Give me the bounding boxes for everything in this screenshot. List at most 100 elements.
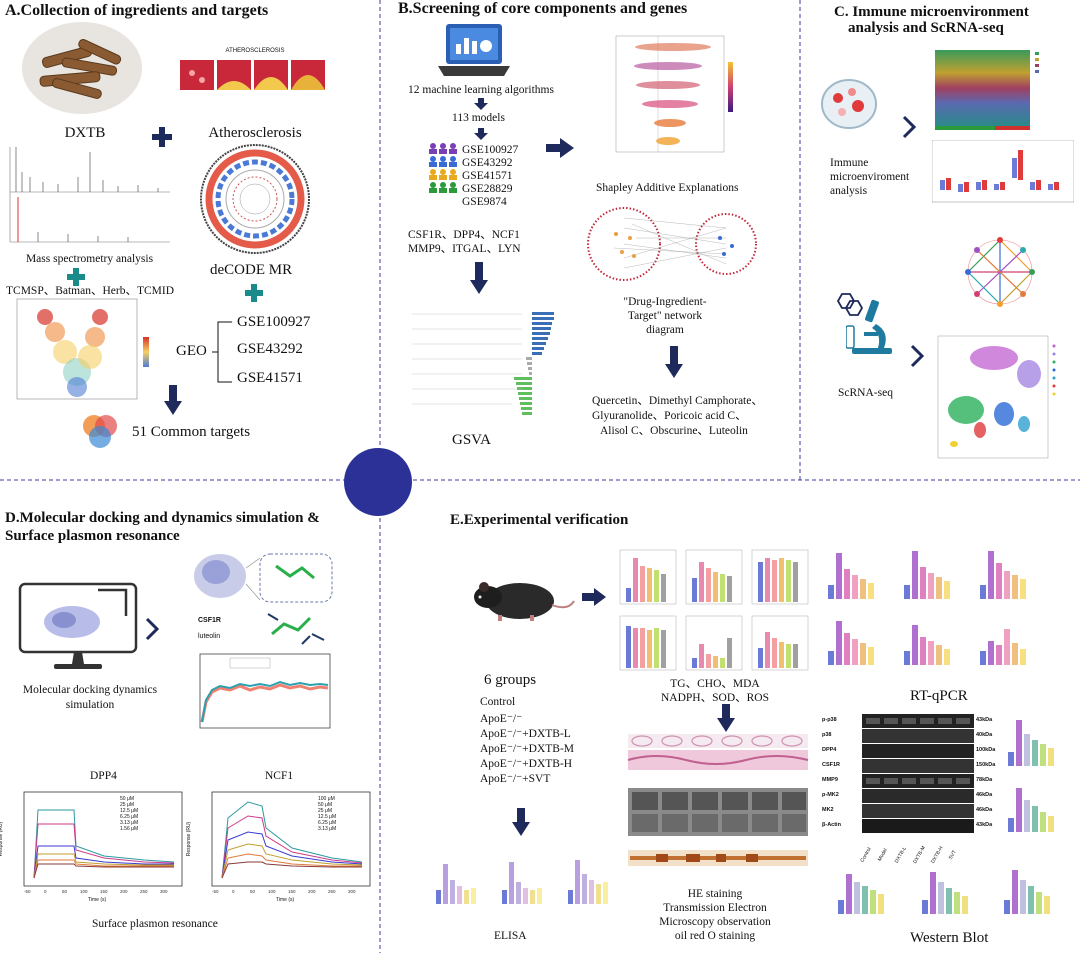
docking-protein-image [194,553,333,603]
groups-title: 6 groups [484,672,537,688]
wb-band-5: p-MK2 [822,792,839,798]
svg-text:250: 250 [328,889,336,894]
luteolin-label: luteolin [198,633,221,640]
biochem-line-2: NADPH、SOD、ROS [661,692,769,704]
network-line-3: diagram [646,324,684,336]
csf1r-label: CSF1R [198,617,221,624]
mass-spec-plot [9,147,170,243]
panel-c-title-2: analysis and ScRNA-seq [848,20,1004,36]
shap-plot [615,35,733,153]
down-arrow-b-left [470,262,488,294]
scrna-label: ScRNA-seq [838,387,893,399]
dpp4-legend-3: 6.25 μM [120,814,139,820]
wb-kda-6: 46kDa [976,807,993,813]
network-line-2: Target" network [627,310,703,322]
panel-d-title-2: Surface plasmon resonance [5,528,180,544]
svg-text:0: 0 [232,889,235,894]
down-arrow-elisa [512,808,530,836]
svg-text:200: 200 [120,889,128,894]
staining-line-2: Transmission Electron [663,902,767,914]
group-6: ApoE⁻/⁻+SVT [480,773,551,785]
svg-text:50: 50 [62,889,68,894]
dxtb-label: DXTB [64,125,106,141]
atherosclerosis-label: Atherosclerosis [208,125,302,141]
ml-algorithms-label: 12 machine learning algorithms [408,84,554,96]
models-label: 113 models [452,112,505,124]
ncf1-legend-2: 25 μM [318,808,332,814]
elisa-bar-charts [436,860,608,904]
svg-text:150: 150 [100,889,108,894]
staining-line-4: oil red O staining [674,930,756,942]
docking-line-1: Molecular docking dynamics [22,684,158,696]
spr-dpp4-plot: -50 0 50 100 150 200 250 300 [23,791,183,894]
genes-line-2: MMP9、ITGAL、LYN [408,243,521,255]
svg-text:200: 200 [308,889,316,894]
staining-line-3: Microscopy observation [659,916,771,928]
wb-kda-4: 78kDa [976,777,993,783]
network-diagram [587,207,757,281]
ncf1-legend-1: 50 μM [318,802,332,808]
panel-e-title: E.Experimental verification [450,512,629,528]
ncf1-label: NCF1 [265,770,294,782]
cell-communication-network [965,237,1035,307]
wb-band-7: β-Actin [822,822,841,828]
dataset-5: GSE9874 [462,196,507,208]
immune-line-1: Immune [830,157,869,169]
svg-text:150: 150 [288,889,296,894]
laptop-icon [438,24,510,76]
ncf1-legend-5: 3.13 μM [318,826,337,832]
center-circle [344,448,412,516]
right-arrow-e [582,588,606,606]
chevron-right-icon-2 [910,344,924,368]
spr-x-label-1: Time (s) [88,897,107,903]
biochem-line-1: TG、CHO、MDA [670,678,760,690]
ncf1-legend-0: 100 μM [318,796,335,802]
geo-set-1: GSE100927 [237,314,311,330]
wb-band-1: p38 [822,732,832,738]
wb-band-4: MMP9 [822,777,838,783]
group-5: ApoE⁻/⁻+DXTB-H [480,758,573,770]
circos-plot [200,144,310,254]
panel-d-title-1: D.Molecular docking and dynamics simulat… [5,510,320,526]
rtqpcr-bar-charts [828,551,1026,665]
wb-kda-1: 40kDa [976,732,993,738]
wb-kda-5: 46kDa [976,792,993,798]
elisa-label: ELISA [494,930,527,942]
md-rmsd-plot [199,653,331,729]
mass-spec-label: Mass spectrometry analysis [25,253,154,265]
wb-band-3: CSF1R [822,762,841,768]
plus-icon [152,127,172,147]
genes-line-1: CSF1R、DPP4、NCF1 [408,229,520,241]
dpp4-label: DPP4 [90,770,117,782]
compounds-line-1: Quercetin、Dimethyl Camphorate、 [592,395,763,407]
molecule-icon [836,293,864,316]
staining-line-1: HE staining [687,888,743,900]
immune-line-3: analysis [830,185,868,197]
rtqpcr-label: RT-qPCR [910,688,968,704]
dpp4-legend-4: 3.13 μM [120,820,139,826]
dataset-2: GSE43292 [462,157,513,169]
immune-line-2: microenviroment [830,171,910,183]
databases-label: TCMSP、Batman、Herb、TCMID [6,285,175,297]
gsva-label: GSVA [452,432,491,448]
athero-artery-image [180,60,325,90]
ligand-structure [267,613,325,645]
teal-plus-icon-2 [245,284,263,302]
western-label: Western Blot [910,930,989,946]
small-arrow-2 [474,128,488,140]
gsva-plot [402,302,572,427]
svg-text:250: 250 [140,889,148,894]
wb-kda-0: 43kDa [976,717,993,723]
svg-text:50: 50 [250,889,256,894]
geo-set-3: GSE41571 [237,370,303,386]
down-arrow-a [164,385,182,415]
svg-text:0: 0 [44,889,47,894]
herb-image [22,22,142,114]
microscope-icon [846,299,892,354]
spr-x-label-2: Time (s) [276,897,295,903]
dpp4-legend-5: 1.56 μM [120,826,139,832]
histology-images [627,734,809,866]
umap-plot [937,335,1056,459]
svg-text:100: 100 [268,889,276,894]
